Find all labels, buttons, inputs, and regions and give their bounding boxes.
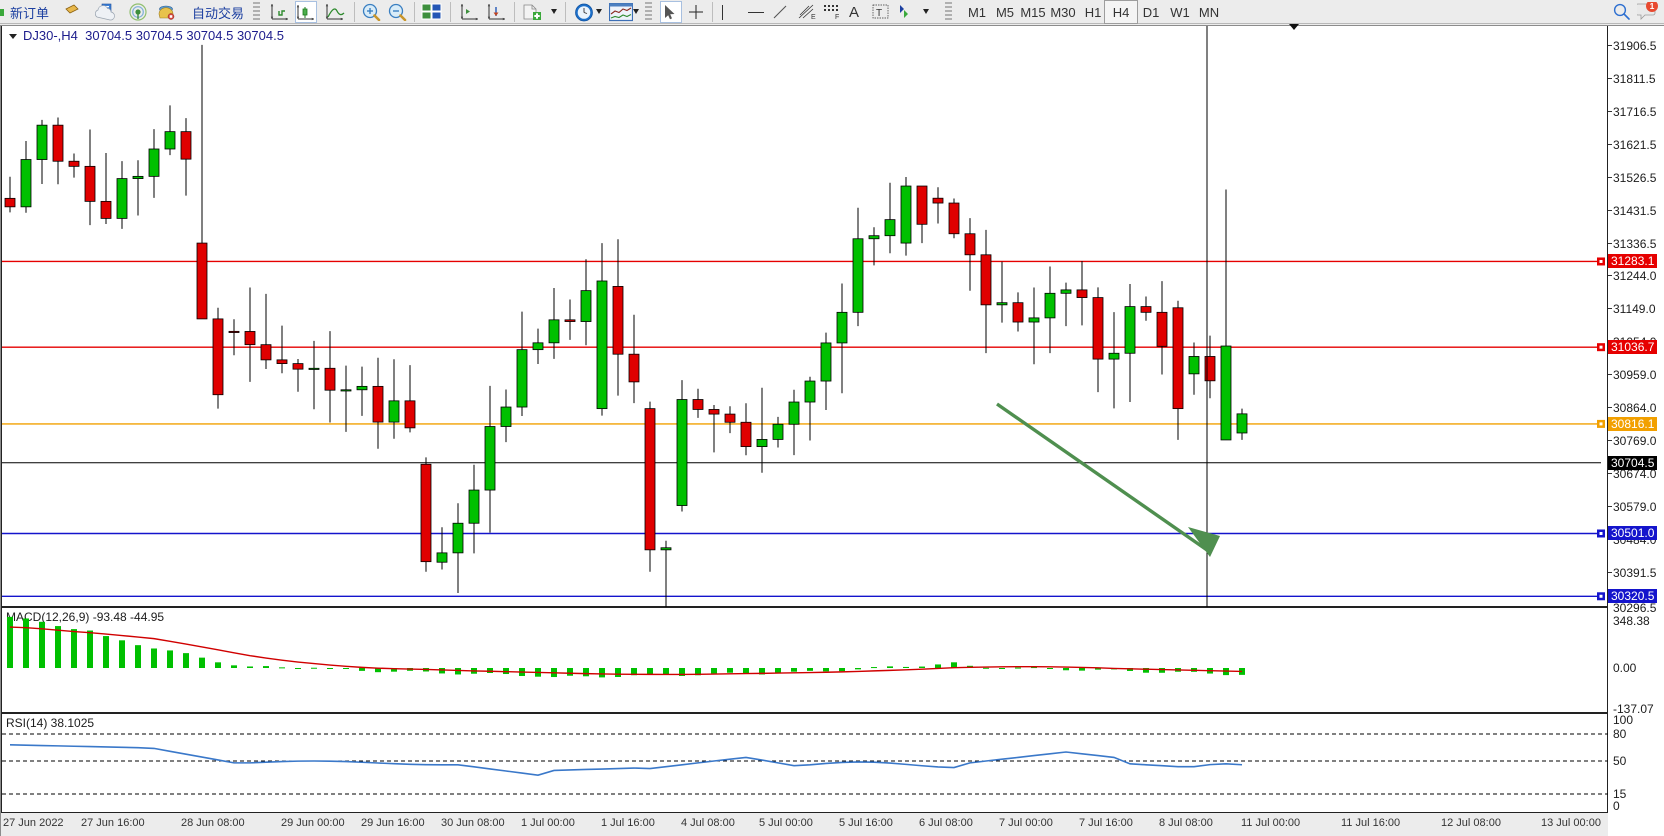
svg-text:1: 1 (1650, 2, 1655, 11)
svg-text:T: T (876, 8, 882, 19)
svg-text:E: E (811, 14, 816, 20)
svg-text:F: F (835, 14, 839, 20)
